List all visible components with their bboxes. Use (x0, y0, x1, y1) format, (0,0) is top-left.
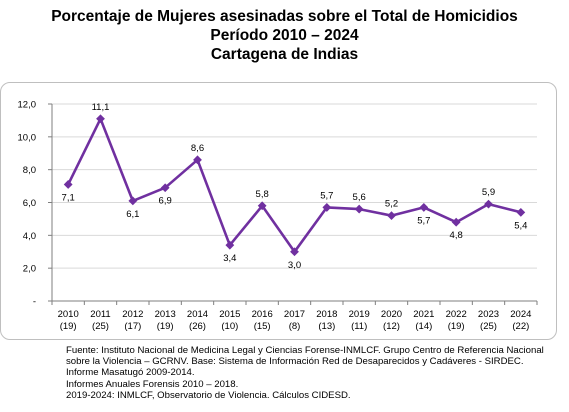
x-tick-label: 2017 (284, 309, 305, 320)
title-line-1: Porcentaje de Mujeres asesinadas sobre e… (51, 8, 518, 25)
source-line-5: 2019-2024: INMLCF, Observatorio de Viole… (66, 389, 351, 401)
x-tick-count-label: (22) (512, 321, 529, 332)
x-tick-count-label: (19) (157, 321, 174, 332)
data-label: 3,4 (223, 253, 236, 264)
x-tick-count-label: (10) (221, 321, 238, 332)
y-tick-label: 10,0 (18, 132, 37, 143)
data-label: 11,1 (92, 102, 110, 113)
x-tick-label: 2018 (316, 309, 337, 320)
data-label: 6,9 (159, 196, 172, 207)
data-point (484, 199, 493, 209)
source-note: Fuente: Instituto Nacional de Medicina L… (66, 345, 566, 401)
data-label: 7,1 (62, 192, 75, 203)
data-label: 5,2 (385, 199, 398, 210)
x-tick-count-label: (26) (189, 321, 206, 332)
data-label: 8,6 (191, 143, 204, 154)
data-label: 5,4 (514, 220, 527, 231)
data-point (354, 204, 364, 214)
data-point (96, 114, 105, 124)
y-tick-label: 12,0 (18, 100, 37, 111)
y-tick-label: 6,0 (23, 198, 36, 209)
x-tick-label: 2019 (349, 309, 370, 320)
y-tick-label: 4,0 (23, 231, 36, 242)
x-tick-count-label: (19) (60, 321, 77, 332)
x-tick-count-label: (17) (124, 321, 141, 332)
data-point (516, 207, 526, 217)
data-point (451, 217, 461, 227)
source-line-3: Informe Masatugó 2009-2014. (66, 367, 195, 379)
x-tick-count-label: (8) (289, 321, 301, 332)
data-label: 3,0 (288, 260, 301, 271)
data-label: 5,9 (482, 187, 495, 198)
x-tick-label: 2013 (155, 309, 176, 320)
data-point (128, 196, 138, 206)
x-tick-count-label: (25) (92, 321, 109, 332)
data-label: 5,7 (417, 215, 430, 226)
data-point (193, 155, 202, 165)
y-tick-label: - (33, 297, 36, 308)
title-line-3: Cartagena de Indias (210, 46, 359, 63)
data-point (160, 183, 170, 193)
data-point (63, 180, 73, 189)
title-line-2: Período 2010 – 2024 (210, 27, 359, 44)
x-tick-label: 2021 (413, 309, 434, 320)
data-point (257, 201, 267, 211)
x-tick-count-label: (14) (415, 321, 432, 332)
data-label: 5,6 (353, 192, 366, 203)
x-tick-label: 2012 (122, 309, 143, 320)
x-tick-count-label: (25) (480, 321, 497, 332)
x-tick-label: 2022 (446, 309, 467, 320)
x-tick-count-label: (11) (351, 321, 367, 332)
data-point (322, 203, 332, 212)
y-tick-label: 8,0 (23, 165, 36, 176)
chart-frame (0, 82, 557, 340)
data-point (387, 211, 396, 221)
data-label: 4,8 (450, 230, 463, 241)
y-tick-label: 2,0 (23, 264, 36, 275)
data-label: 5,7 (320, 190, 333, 201)
x-tick-count-label: (15) (254, 321, 271, 332)
data-point (419, 203, 429, 212)
data-label: 5,8 (256, 189, 269, 200)
source-line-4: Informes Anuales Forensis 2010 – 2018. (66, 378, 239, 390)
x-tick-label: 2011 (90, 309, 110, 320)
source-line-1: Fuente: Instituto Nacional de Medicina L… (66, 345, 544, 356)
x-tick-label: 2015 (219, 309, 240, 320)
x-tick-label: 2016 (252, 309, 273, 320)
data-label: 6,1 (126, 209, 139, 220)
x-tick-count-label: (13) (318, 321, 335, 332)
x-tick-count-label: (19) (448, 321, 465, 332)
x-tick-label: 2020 (381, 309, 402, 320)
data-point (290, 247, 299, 257)
x-tick-label: 2024 (510, 309, 531, 320)
chart-title: Porcentaje de Mujeres asesinadas sobre e… (0, 7, 569, 64)
x-tick-count-label: (12) (383, 321, 400, 332)
x-tick-label: 2010 (58, 309, 79, 320)
x-tick-label: 2014 (187, 309, 208, 320)
source-line-2: sobre la Violencia – GCRNV. Base: Sistem… (66, 356, 524, 368)
x-tick-label: 2023 (478, 309, 499, 320)
data-point (225, 240, 235, 250)
